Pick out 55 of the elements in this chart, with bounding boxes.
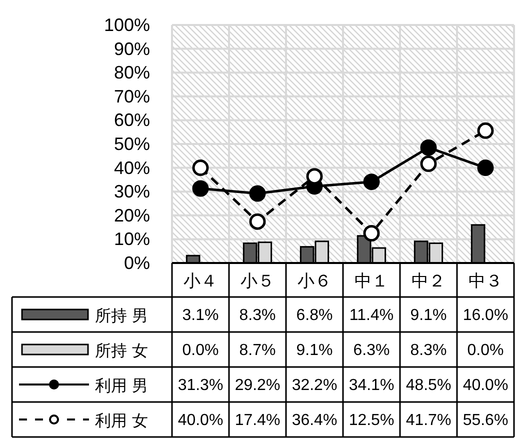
data-label: 8.7% xyxy=(239,342,276,359)
y-tick-label: 40% xyxy=(114,158,150,178)
legend-label: 所持 女 xyxy=(95,341,148,360)
y-tick-label: 90% xyxy=(114,38,150,59)
legend-label: 利用 男 xyxy=(95,376,148,395)
x-tick-label: 中２ xyxy=(412,272,446,290)
data-label: 31.3% xyxy=(178,377,224,394)
data-label: 36.4% xyxy=(292,412,338,429)
y-tick-label: 0% xyxy=(124,253,150,273)
data-label: 0.0% xyxy=(467,342,504,359)
data-label: 12.5% xyxy=(348,412,394,429)
data-label: 40.0% xyxy=(462,377,508,394)
legend-label: 所持 男 xyxy=(95,306,148,325)
data-label: 9.1% xyxy=(296,342,333,359)
point xyxy=(192,180,209,197)
x-tick-label: 小４ xyxy=(184,272,218,290)
y-tick-label: 70% xyxy=(114,86,150,106)
y-tick-label: 80% xyxy=(114,62,150,83)
data-label: 32.2% xyxy=(292,377,338,394)
point xyxy=(420,156,437,172)
y-tick-label: 50% xyxy=(114,134,150,154)
data-label: 29.2% xyxy=(234,377,280,394)
data-label: 8.3% xyxy=(410,342,447,359)
data-label: 40.0% xyxy=(178,412,224,429)
data-label: 11.4% xyxy=(349,307,394,324)
point xyxy=(477,160,494,176)
data-label: 6.8% xyxy=(296,307,333,324)
point xyxy=(249,213,266,230)
point xyxy=(477,122,494,139)
x-tick-label: 小５ xyxy=(240,272,274,290)
data-label: 8.3% xyxy=(239,307,276,324)
data-label: 3.1% xyxy=(182,307,219,324)
point xyxy=(249,185,266,202)
y-tick-label: 60% xyxy=(114,110,150,130)
point xyxy=(363,225,380,242)
x-tick-label: 小６ xyxy=(298,272,332,290)
data-label: 9.1% xyxy=(410,307,447,324)
data-label: 17.4% xyxy=(234,412,280,429)
data-label: 41.7% xyxy=(406,412,452,429)
legend-label: 利用 女 xyxy=(95,411,148,430)
point xyxy=(420,139,437,156)
y-tick-label: 20% xyxy=(114,205,150,226)
data-label: 48.5% xyxy=(406,377,452,394)
y-tick-label: 100% xyxy=(104,15,150,35)
point xyxy=(192,160,209,176)
y-tick-label: 30% xyxy=(114,182,150,202)
data-label: 34.1% xyxy=(348,377,394,394)
x-tick-label: 中１ xyxy=(354,272,388,290)
data-label: 55.6% xyxy=(462,412,508,429)
x-tick-label: 中３ xyxy=(468,272,502,290)
point xyxy=(363,174,380,190)
data-label: 0.0% xyxy=(182,342,219,359)
y-tick-label: 10% xyxy=(114,229,150,250)
data-label: 16.0% xyxy=(462,307,508,324)
data-label: 6.3% xyxy=(353,342,390,359)
